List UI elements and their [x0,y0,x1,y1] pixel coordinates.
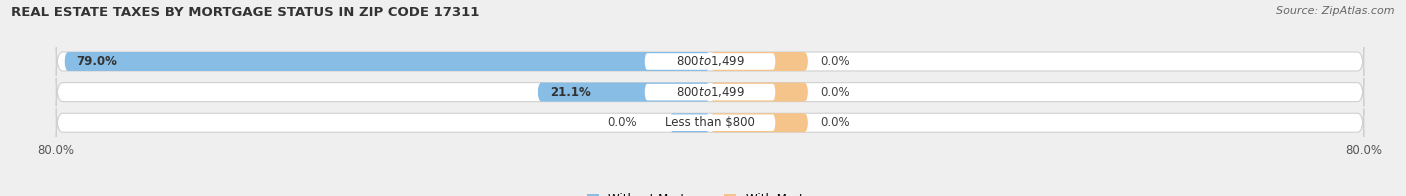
Text: $800 to $1,499: $800 to $1,499 [675,54,745,68]
FancyBboxPatch shape [644,114,776,131]
Text: 0.0%: 0.0% [820,55,851,68]
Text: $800 to $1,499: $800 to $1,499 [675,85,745,99]
FancyBboxPatch shape [537,83,710,102]
FancyBboxPatch shape [644,53,776,70]
Text: 0.0%: 0.0% [820,116,851,129]
FancyBboxPatch shape [710,83,808,102]
Text: 0.0%: 0.0% [607,116,637,129]
Text: Source: ZipAtlas.com: Source: ZipAtlas.com [1277,6,1395,16]
FancyBboxPatch shape [710,52,808,71]
FancyBboxPatch shape [710,113,808,132]
FancyBboxPatch shape [669,113,710,132]
Legend: Without Mortgage, With Mortgage: Without Mortgage, With Mortgage [588,193,832,196]
FancyBboxPatch shape [56,109,1364,137]
FancyBboxPatch shape [56,78,1364,106]
FancyBboxPatch shape [56,47,1364,76]
Text: Less than $800: Less than $800 [665,116,755,129]
FancyBboxPatch shape [644,84,776,100]
Text: REAL ESTATE TAXES BY MORTGAGE STATUS IN ZIP CODE 17311: REAL ESTATE TAXES BY MORTGAGE STATUS IN … [11,6,479,19]
Text: 21.1%: 21.1% [550,86,591,99]
Text: 0.0%: 0.0% [820,86,851,99]
FancyBboxPatch shape [65,52,710,71]
Text: 79.0%: 79.0% [77,55,118,68]
